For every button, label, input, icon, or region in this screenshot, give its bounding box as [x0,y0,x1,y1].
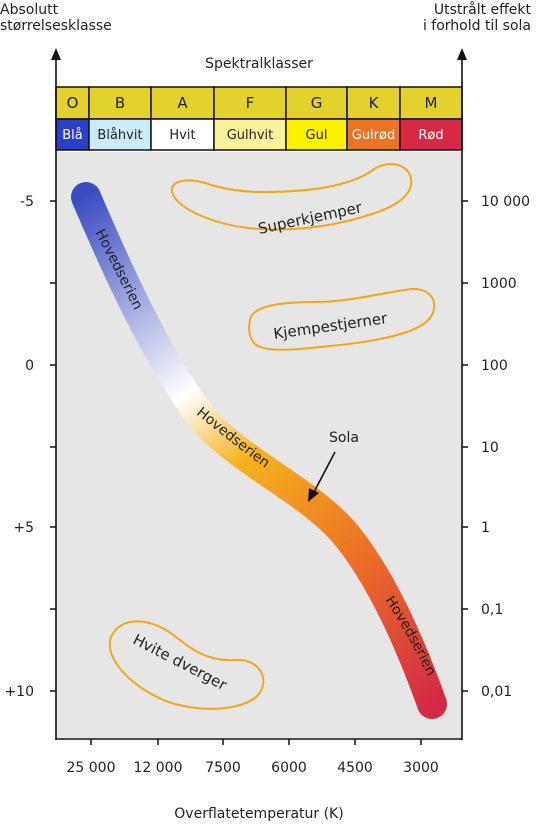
luminosity-tick-label: 1000 [481,276,517,292]
temperature-tick-label: 12 000 [134,760,183,776]
spectral-color-name: Gulhvit [227,128,274,143]
sun-arrow-shaft [313,451,336,493]
giants-region [248,287,436,351]
spectral-class-cell-m [399,86,463,120]
luminosity-tick-label: 10 000 [481,194,530,210]
spectral-class-letter: A [177,94,188,112]
spectral-color-name: Gulrød [352,128,395,143]
temperature-tick-label: 4500 [337,760,373,776]
spectral-class-letter: M [425,94,438,112]
spectral-color-cell-k [346,118,401,151]
left-axis-label-line-1: Absolutt [0,2,59,18]
right-axis-label: Utstrålt effekt i forhold til sola [423,2,531,34]
axis-ticks: -5 0 +5 +10 10 000 1000 100 10 1 0,1 0,01 25 000 12 … [4,194,530,776]
magnitude-tick-label: +10 [4,684,34,700]
spectral-class-letter: G [311,94,323,112]
luminosity-tick-label: 0,01 [481,684,512,700]
sun-arrow-head [308,488,319,502]
sun-label: Sola [329,430,359,446]
right-axis-arrowhead [457,48,467,60]
spectral-class-cell-k [346,86,401,120]
right-axis-label-line-2: i forhold til sola [422,18,531,34]
white-dwarfs-region [108,620,265,710]
luminosity-tick-label: 0,1 [481,602,503,618]
spectral-class-letter: K [369,94,380,112]
temperature-tick-label: 3000 [403,760,439,776]
left-axis-label-line-2: størrelsesklasse [0,18,112,34]
luminosity-tick-label: 1 [481,520,490,536]
supergiants-region [170,163,413,231]
x-axis-label: Overflatetemperatur (K) [174,806,344,822]
spectral-color-name: Gul [306,128,328,143]
spectral-class-table: O Blå B Blåhvit A Hvit F Gulhvit G Gul K Gulrød M Rød [55,86,463,151]
spectral-color-name: Hvit [169,128,195,143]
spectral-color-cell-f [213,118,287,151]
right-axis-label-line-1: Utstrålt effekt [433,2,531,18]
magnitude-tick-label: 0 [25,358,34,374]
luminosity-tick-label: 100 [481,358,508,374]
temperature-tick-label: 6000 [271,760,307,776]
spectral-class-letter: B [115,94,125,112]
temperature-tick-label: 7500 [205,760,241,776]
main-sequence-band [71,182,447,719]
spectral-color-name: Blå [62,128,83,143]
spectral-class-letter: F [246,94,255,112]
spectral-color-cell-a [150,118,215,151]
spectral-class-letter: O [67,94,79,112]
spectral-classes-title: Spektralklasser [205,56,313,72]
left-axis-arrowhead [51,48,61,60]
spectral-color-name: Rød [418,128,443,143]
spectral-color-name: Blåhvit [97,128,142,143]
spectral-class-cell-g [285,86,348,120]
spectral-color-cell-m [399,118,463,151]
spectral-color-cell-b [88,118,152,151]
magnitude-tick-label: -5 [20,194,34,210]
luminosity-tick-label: 10 [481,440,499,456]
magnitude-tick-label: +5 [13,520,34,536]
left-axis-label: Absolutt størrelsesklasse [0,2,112,34]
temperature-tick-label: 25 000 [67,760,116,776]
